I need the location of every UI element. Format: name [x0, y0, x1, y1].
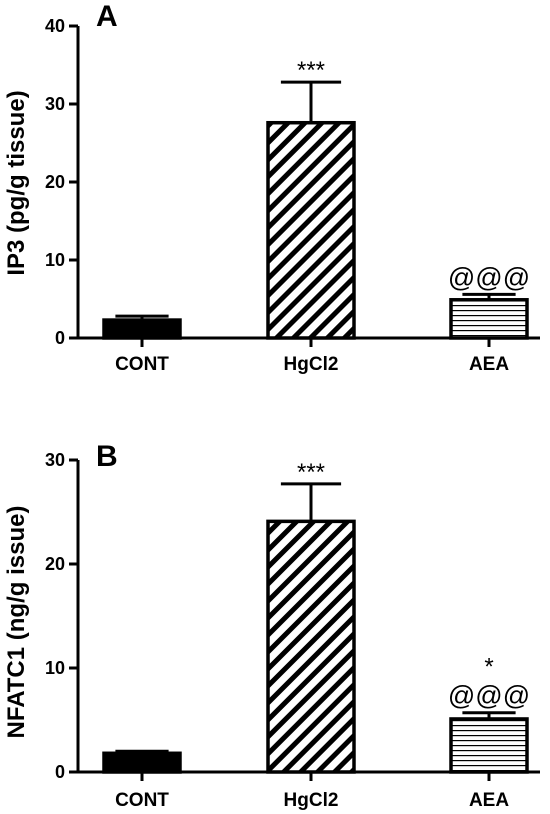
panel-b-bar-aea: [449, 717, 529, 774]
panel-b-bar-hgcl2: [266, 519, 356, 774]
panel-b-plot: 0 10 20 30 CONT HgCl2 AEA *** @@@*: [45, 450, 540, 811]
panel-b-ylabel: NFATC1 (ng/g issue): [3, 506, 30, 739]
panel-b-letter: B: [96, 440, 118, 473]
panel-a-plot: 0 10 20 30 40 CONT HgCl2 AEA *** @@@: [45, 16, 540, 375]
panel-a-bar-hgcl2: [266, 120, 356, 340]
panel-b-ytick-label: 10: [45, 658, 65, 678]
panel-a-bar-aea: [449, 298, 529, 340]
panel-b-category-label: AEA: [469, 790, 509, 811]
panel-a-category-label: CONT: [115, 354, 169, 375]
panel-a-ytick-label: 0: [55, 328, 65, 348]
panel-b-significance-label: @@@: [448, 681, 530, 711]
panel-b-category-label: HgCl2: [284, 790, 339, 811]
panel-a-significance-label: ***: [297, 57, 325, 84]
panel-b: B NFATC1 (ng/g issue) 0 10 20 30 CONT HgCl2 AE…: [3, 440, 540, 811]
panel-a-letter: A: [96, 0, 118, 33]
panel-b-category-label: CONT: [115, 790, 169, 811]
panel-b-ytick-label: 30: [45, 450, 65, 470]
panel-b-significance-label: *: [484, 654, 493, 681]
panel-a-ytick-label: 30: [45, 94, 65, 114]
panel-a-bar-cont: [102, 318, 182, 340]
panel-a-significance-label: @@@: [448, 262, 530, 292]
panel-a-ylabel: IP3 (pg/g tissue): [3, 90, 30, 275]
panel-a-ytick-label: 10: [45, 250, 65, 270]
panel-a-ytick-label: 20: [45, 172, 65, 192]
panel-a-category-label: AEA: [469, 354, 509, 375]
panel-a-ytick-label: 40: [45, 16, 65, 36]
panel-b-ytick-label: 0: [55, 762, 65, 782]
panel-a-category-label: HgCl2: [284, 354, 339, 375]
panel-b-bar-cont: [102, 751, 182, 774]
panel-b-ytick-label: 20: [45, 554, 65, 574]
panel-a: A IP3 (pg/g tissue) 0 10 20 30 40 CONT HgCl2 AE…: [3, 0, 540, 375]
panel-b-significance-label: ***: [297, 459, 325, 486]
